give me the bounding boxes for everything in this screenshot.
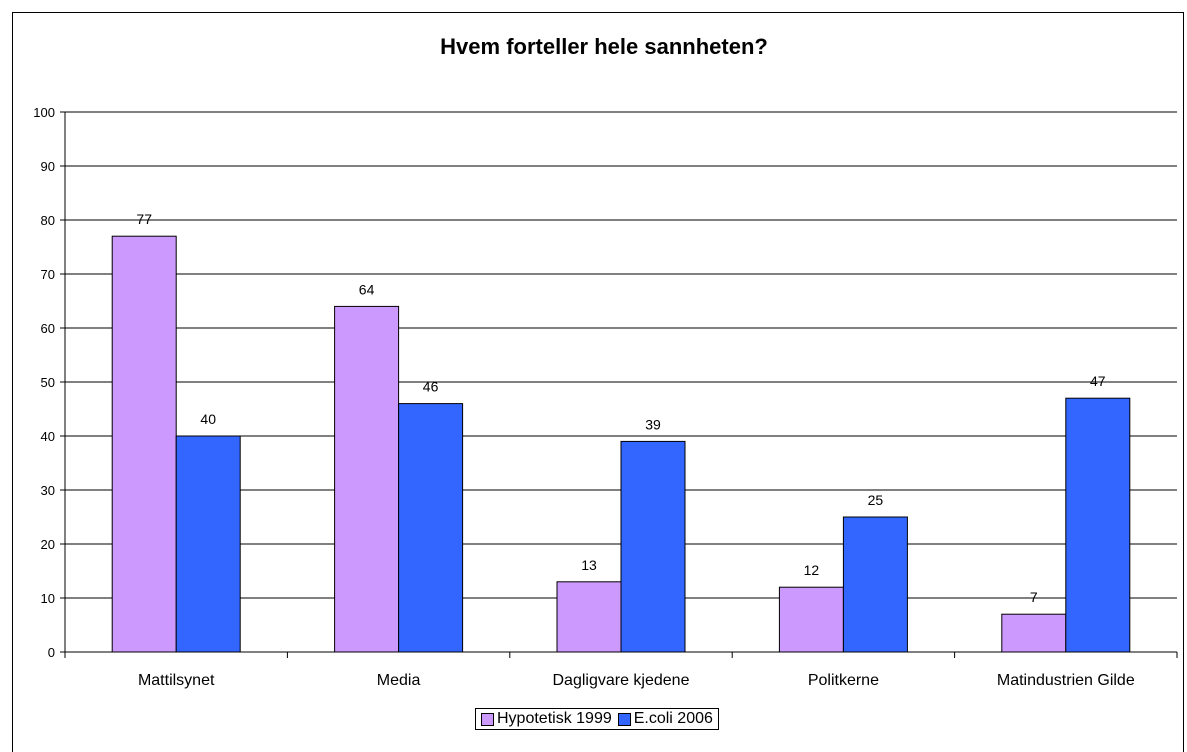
gridlines (65, 111, 1177, 599)
y-tick-label: 90 (41, 159, 55, 174)
y-tick-label: 70 (41, 267, 55, 282)
legend-label-series-2: E.coli 2006 (633, 710, 713, 727)
bar (175, 435, 241, 653)
legend: Hypotetisk 1999 E.coli 2006 (475, 708, 719, 730)
y-tick-label: 80 (41, 213, 55, 228)
y-tick-label: 0 (48, 645, 55, 660)
bar (556, 581, 622, 653)
axes: 0 10 20 30 40 50 60 70 80 90 100 Mattilsynet Media Da… (33, 105, 1178, 689)
data-label: 64 (359, 281, 375, 297)
bar (334, 305, 400, 653)
data-label: 13 (581, 557, 597, 573)
y-tick-label: 20 (41, 537, 55, 552)
bar (1065, 397, 1131, 653)
legend-swatch-series-1 (481, 712, 494, 726)
bars (111, 235, 1131, 653)
legend-label-series-1: Hypotetisk 1999 (497, 710, 612, 727)
x-tick-label: Politkerne (808, 672, 879, 689)
bar (620, 440, 686, 653)
x-tick-label: Mattilsynet (138, 672, 215, 689)
y-tick-label: 50 (41, 375, 55, 390)
y-tick-label: 60 (41, 321, 55, 336)
data-label: 12 (804, 562, 820, 578)
data-label: 25 (868, 492, 884, 508)
y-tick-label: 30 (41, 483, 55, 498)
data-labels: 77 40 64 46 13 39 12 25 7 47 (136, 211, 1105, 605)
data-label: 40 (200, 411, 216, 427)
data-label: 39 (645, 416, 661, 432)
legend-swatch-series-2 (617, 712, 631, 726)
y-tick-label: 10 (41, 591, 55, 606)
bar (1001, 613, 1067, 653)
chart-frame (12, 12, 1184, 752)
bar (111, 235, 177, 653)
x-tick-label: Matindustrien Gilde (997, 672, 1135, 689)
x-tick-label: Dagligvare kjedene (553, 672, 690, 689)
bar (842, 516, 908, 653)
data-label: 7 (1030, 589, 1038, 605)
x-tick-label: Media (377, 672, 421, 689)
legend-item-series-1: Hypotetisk 1999 (481, 710, 612, 728)
data-label: 46 (423, 379, 439, 395)
data-label: 47 (1090, 373, 1106, 389)
y-tick-label: 40 (41, 429, 55, 444)
y-tick-label: 100 (33, 105, 55, 120)
chart-title: Hvem forteller hele sannheten? (440, 34, 768, 59)
bar (398, 403, 464, 653)
legend-item-series-2: E.coli 2006 (617, 710, 713, 728)
bar (778, 586, 844, 653)
data-label: 77 (136, 211, 152, 227)
